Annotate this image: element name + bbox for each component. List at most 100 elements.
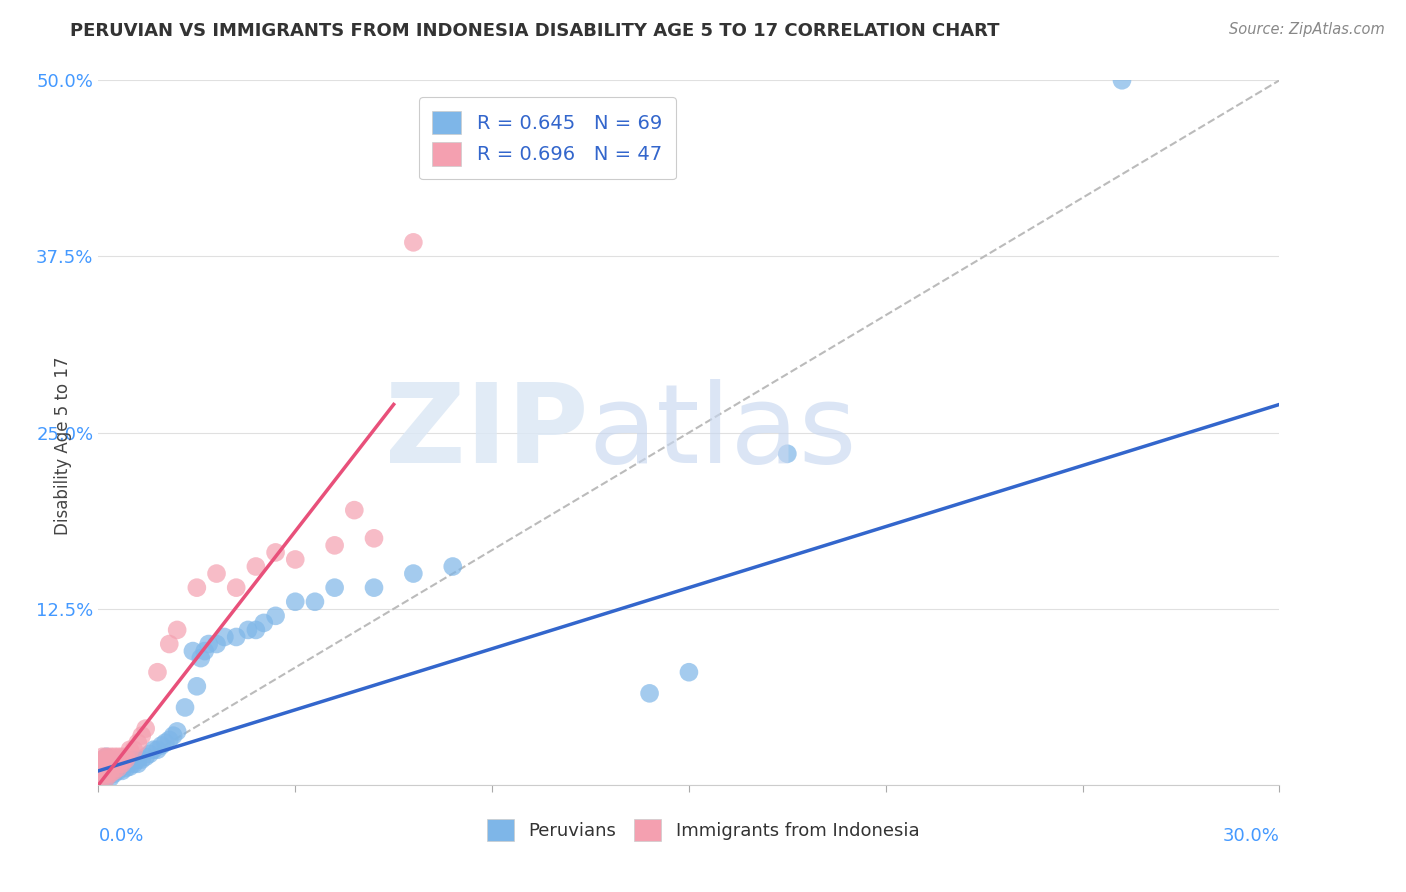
Point [98,764,121,778]
Point [122,742,145,756]
Point [166,623,188,637]
Point [115,761,138,775]
Point [96,756,118,771]
Point [197,637,219,651]
Point [363,581,385,595]
Point [186,679,208,693]
Point [98,766,121,780]
Point [166,724,188,739]
Point [91,753,114,767]
Point [155,736,177,750]
Point [323,581,346,595]
Point [190,651,212,665]
Point [96,749,118,764]
Point [98,756,121,771]
Point [127,753,149,767]
Point [107,756,129,771]
Point [402,235,425,250]
Point [323,538,346,552]
Point [205,637,228,651]
Point [115,749,138,764]
Point [96,749,118,764]
Point [284,595,307,609]
Point [115,753,138,767]
Legend: R = 0.645   N = 69, R = 0.696   N = 47: R = 0.645 N = 69, R = 0.696 N = 47 [419,97,676,179]
Point [638,686,661,700]
Point [343,503,366,517]
Point [245,623,267,637]
Point [131,753,153,767]
Point [103,764,125,778]
Point [157,732,180,747]
Point [264,545,287,559]
Point [150,739,173,753]
Point [91,771,114,785]
Text: Disability Age 5 to 17: Disability Age 5 to 17 [55,357,72,535]
Point [107,761,129,775]
Point [157,637,180,651]
Point [304,595,326,609]
Point [111,759,134,773]
Point [98,761,121,775]
Point [107,761,129,775]
Point [214,630,236,644]
Text: 0.0%: 0.0% [98,827,143,846]
Point [98,771,121,785]
Point [91,764,114,778]
Point [225,630,247,644]
Point [118,756,141,770]
Point [122,753,145,767]
Point [103,756,125,771]
Point [98,766,121,780]
Point [91,756,114,771]
Point [135,722,157,736]
Point [678,665,700,680]
Point [441,559,464,574]
Point [96,756,118,771]
Point [118,742,141,756]
Point [264,608,287,623]
Point [1111,73,1133,87]
Point [118,759,141,773]
Point [127,736,149,750]
Point [96,761,118,775]
Point [96,771,118,785]
Point [162,729,184,743]
Point [174,700,197,714]
Point [115,756,138,771]
Point [96,764,118,778]
Point [205,566,228,581]
Point [96,764,118,778]
Point [96,753,118,767]
Point [111,756,134,770]
Point [91,761,114,775]
Point [142,742,165,756]
Point [111,756,134,771]
Point [96,766,118,780]
Point [194,644,217,658]
Point [253,615,276,630]
Point [103,766,125,780]
Text: atlas: atlas [589,379,858,486]
Point [402,566,425,581]
Text: 30.0%: 30.0% [1223,827,1279,846]
Point [91,764,114,778]
Point [111,764,134,778]
Point [138,747,160,761]
Text: ZIP: ZIP [385,379,589,486]
Point [98,753,121,767]
Point [135,749,157,764]
Point [91,771,114,785]
Text: PERUVIAN VS IMMIGRANTS FROM INDONESIA DISABILITY AGE 5 TO 17 CORRELATION CHART: PERUVIAN VS IMMIGRANTS FROM INDONESIA DI… [70,22,1000,40]
Point [107,764,129,778]
Text: Source: ZipAtlas.com: Source: ZipAtlas.com [1229,22,1385,37]
Point [103,756,125,771]
Point [98,756,121,771]
Point [146,665,169,680]
Point [98,764,121,778]
Point [91,766,114,780]
Point [127,756,149,771]
Point [91,749,114,764]
Legend: Peruvians, Immigrants from Indonesia: Peruvians, Immigrants from Indonesia [475,808,931,852]
Point [96,771,118,785]
